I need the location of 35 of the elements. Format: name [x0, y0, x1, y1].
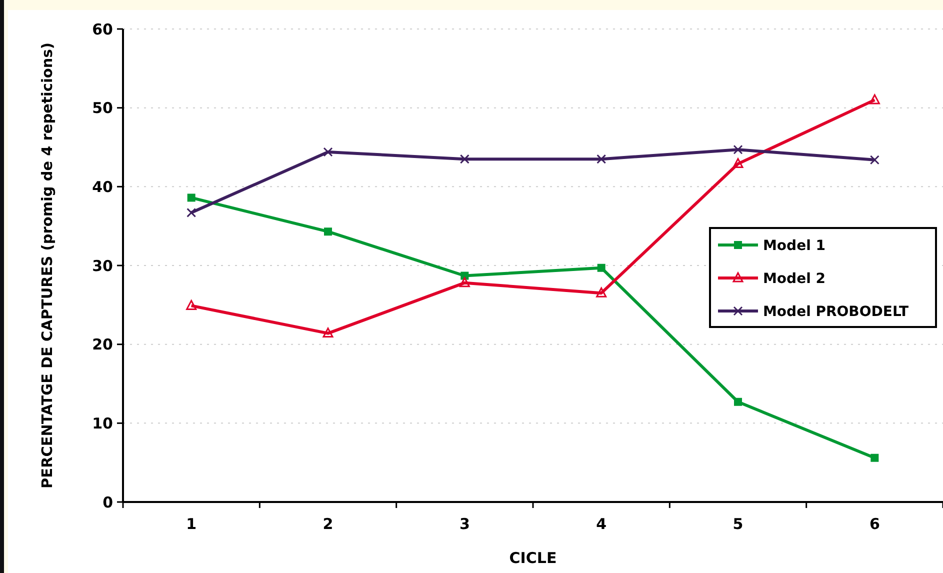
y-axis-title: PERCENTATGE DE CAPTURES (promig de 4 repeticions): [40, 42, 56, 488]
y-tick-label: 0: [102, 493, 113, 512]
x-tick-label: 6: [869, 515, 880, 533]
point: [324, 228, 332, 236]
y-tick-label: 10: [92, 414, 113, 432]
y-tick-label: 60: [92, 20, 113, 38]
point: [322, 328, 334, 338]
point: [186, 208, 196, 218]
point: [323, 147, 333, 157]
x-tick-label: 3: [459, 515, 470, 533]
x-tick-label: 2: [322, 515, 334, 533]
y-tick-label: 40: [92, 178, 113, 196]
y-tick-label: 20: [92, 336, 113, 354]
x-axis-title: CICLE: [509, 549, 557, 567]
point: [596, 287, 607, 298]
point: [596, 154, 606, 164]
point: [459, 277, 470, 288]
x-tick-label: 4: [596, 515, 607, 533]
point: [732, 158, 744, 168]
legend-label: Model 2: [763, 270, 826, 287]
x-tick-label: 5: [732, 515, 744, 533]
point: [734, 398, 742, 406]
legend-label: Model 1: [763, 238, 826, 254]
point: [460, 154, 470, 164]
y-tick-label: 30: [92, 256, 113, 275]
point: [870, 454, 879, 462]
point: [733, 144, 743, 154]
point: [186, 300, 197, 310]
point: [597, 264, 606, 272]
y-tick-label: 50: [92, 99, 113, 118]
point: [870, 155, 880, 165]
point: [869, 94, 880, 104]
point: [187, 194, 196, 202]
legend-label: Model PROBODELT: [763, 304, 910, 320]
x-tick-label: 1: [186, 515, 197, 533]
